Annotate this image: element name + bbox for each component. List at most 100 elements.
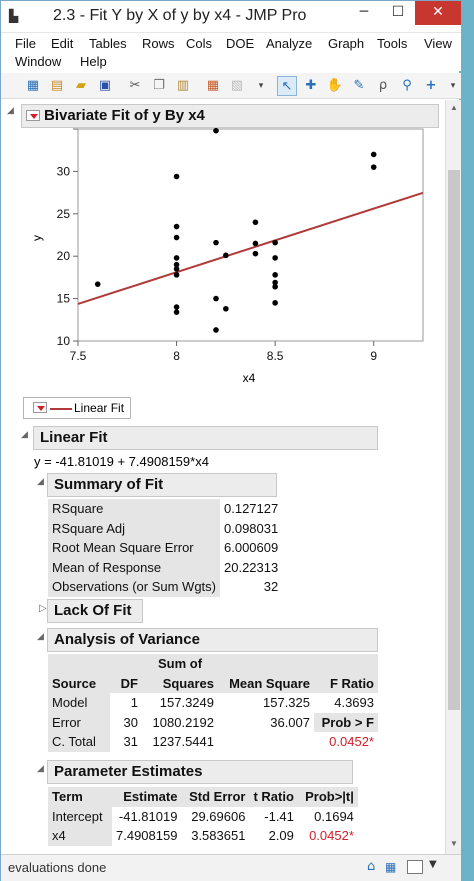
param-header-cell: Estimate xyxy=(112,787,182,807)
toolbar-overflow-icon[interactable]: ▾ xyxy=(258,81,264,91)
home-icon[interactable]: ⌂ xyxy=(367,859,376,874)
anova-header-cell: Squares xyxy=(142,673,218,693)
bivariate-header[interactable]: Bivariate Fit of y By x4 xyxy=(21,104,439,128)
param-header-cell: Std Error xyxy=(181,787,250,807)
linear-fit-header[interactable]: Linear Fit xyxy=(33,426,378,450)
lack-of-fit-header[interactable]: Lack Of Fit xyxy=(47,599,143,623)
anova-header-cell: Source xyxy=(48,673,110,693)
open-file-icon[interactable]: ▰ xyxy=(76,78,86,93)
x-tick-label: 8.5 xyxy=(267,349,284,363)
collapse-linear-fit-icon[interactable]: ◢ xyxy=(21,430,28,440)
magnifier-tool-icon[interactable]: ⚲ xyxy=(402,78,412,93)
anova-header-row: Sum of xyxy=(48,654,378,674)
tools-overflow-icon[interactable]: ▾ xyxy=(450,81,456,91)
anova-header-cell: F Ratio xyxy=(314,673,378,693)
param-title: Parameter Estimates xyxy=(54,763,203,780)
analysis-of-variance-header[interactable]: Analysis of Variance xyxy=(47,628,378,652)
expand-lack-of-fit-icon[interactable]: ▷ xyxy=(39,603,47,614)
summary-cell: RSquare Adj xyxy=(48,518,220,538)
menu-help[interactable]: Help xyxy=(80,54,107,69)
data-point xyxy=(94,281,101,287)
linear-fit-red-triangle-icon[interactable] xyxy=(33,402,47,413)
minimize-button[interactable]: ─ xyxy=(359,4,369,20)
menu-analyze[interactable]: Analyze xyxy=(266,36,313,51)
menu-edit[interactable]: Edit xyxy=(51,36,74,51)
grabber-tool-icon[interactable]: ✋ xyxy=(326,78,344,93)
data-point xyxy=(213,128,219,134)
jmp-window: ▙ 2.3 - Fit Y by X of y by x4 - JMP Pro … xyxy=(0,0,461,881)
collapse-parameter-estimates-icon[interactable]: ◢ xyxy=(37,764,44,774)
status-menu-icon[interactable]: ▼ xyxy=(429,859,437,870)
copy-icon[interactable]: ❐ xyxy=(153,78,165,93)
menu-window[interactable]: Window xyxy=(15,54,62,69)
fit-legend[interactable]: Linear Fit xyxy=(23,397,131,419)
bivariate-title: Bivariate Fit of y By x4 xyxy=(44,107,205,124)
summary-row: Observations (or Sum Wgts) 32 xyxy=(48,577,282,597)
menu-rows[interactable]: Rows xyxy=(142,36,175,51)
bivariate-red-triangle-icon[interactable] xyxy=(26,110,40,121)
menu-view[interactable]: View xyxy=(424,36,452,51)
param-cell: -41.81019 xyxy=(118,808,178,824)
parameter-estimates-header[interactable]: Parameter Estimates xyxy=(47,760,353,784)
crosshair-tool-icon[interactable]: ✚ xyxy=(305,78,317,93)
param-cell: 0.1694 xyxy=(314,808,354,824)
new-data-table-icon[interactable]: ▦ xyxy=(26,78,40,93)
data-point xyxy=(272,255,278,261)
report-content: ◢ Bivariate Fit of y By x4 10 15 20 25 30 7.… xyxy=(1,100,445,854)
anova-cell: 36.007 xyxy=(270,714,310,730)
maximize-button[interactable]: ☐ xyxy=(391,4,405,20)
scroll-down-icon[interactable]: ▼ xyxy=(450,839,458,848)
collapse-summary-icon[interactable]: ◢ xyxy=(37,477,44,487)
brush-tool-icon[interactable]: ✎ xyxy=(353,78,365,93)
title-bar[interactable]: ▙ 2.3 - Fit Y by X of y by x4 - JMP Pro … xyxy=(1,1,461,33)
data-table-icon[interactable]: ▦ xyxy=(206,78,220,93)
linear-fit-line xyxy=(77,191,424,305)
anova-title: Analysis of Variance xyxy=(54,631,200,648)
window-title: 2.3 - Fit Y by X of y by x4 - JMP Pro xyxy=(53,7,307,24)
anova-cell: 157.325 xyxy=(263,695,310,711)
vertical-scrollbar[interactable]: ▲ ▼ xyxy=(445,100,461,854)
save-icon[interactable]: ▣ xyxy=(98,78,112,93)
cut-icon[interactable]: ✂ xyxy=(129,78,141,93)
menu-graph[interactable]: Graph xyxy=(328,36,365,51)
anova-cell: 30 xyxy=(123,714,138,730)
arrow-tool-icon[interactable]: ↖ xyxy=(277,76,297,96)
annotate-tool-icon[interactable]: + xyxy=(425,78,437,93)
anova-cell: C. Total xyxy=(48,732,110,752)
data-point xyxy=(173,261,180,268)
report-icon[interactable]: ▧ xyxy=(230,78,244,93)
jmp-app-icon: ▙ xyxy=(9,9,19,23)
param-cell: x4 xyxy=(48,826,112,846)
collapse-anova-icon[interactable]: ◢ xyxy=(37,632,44,642)
y-tick-label: 25 xyxy=(57,207,71,221)
bivariate-scatter-plot[interactable]: 10 15 20 25 30 7.5 8 8.5 9 x4 y xyxy=(1,128,445,390)
summary-of-fit-header[interactable]: Summary of Fit xyxy=(47,473,277,497)
anova-cell xyxy=(218,732,314,752)
parameter-estimates-table: Term Estimate Std Error t Ratio Prob>|t| Inte… xyxy=(48,787,358,846)
anova-cell: Error xyxy=(48,712,110,732)
x-tick-label: 7.5 xyxy=(70,349,87,363)
collapse-bivariate-icon[interactable]: ◢ xyxy=(7,106,14,116)
y-axis-label: y xyxy=(30,235,44,241)
menu-doe[interactable]: DOE xyxy=(226,36,255,51)
data-point xyxy=(173,266,180,272)
menu-cols[interactable]: Cols xyxy=(186,36,213,51)
paste-icon[interactable]: ▥ xyxy=(176,78,190,93)
summary-row: RSquare Adj 0.098031 xyxy=(48,518,282,538)
menu-file[interactable]: File xyxy=(15,36,36,51)
menu-tools[interactable]: Tools xyxy=(377,36,408,51)
new-script-icon[interactable]: ▤ xyxy=(50,78,64,93)
lack-of-fit-title: Lack Of Fit xyxy=(54,602,132,619)
lasso-tool-icon[interactable]: ρ xyxy=(378,78,388,93)
menu-tables[interactable]: Tables xyxy=(89,36,127,51)
close-button[interactable]: ✕ xyxy=(415,1,461,25)
summary-cell: Mean of Response xyxy=(48,557,220,577)
anova-cell: Prob > F xyxy=(314,712,378,732)
scroll-up-icon[interactable]: ▲ xyxy=(450,103,458,112)
param-row: x4 7.4908159 3.583651 2.09 0.0452* xyxy=(48,826,358,846)
tile-windows-icon[interactable]: ▦ xyxy=(385,860,397,874)
data-point xyxy=(213,239,219,246)
data-point xyxy=(213,327,219,333)
scroll-thumb[interactable] xyxy=(448,170,460,710)
window-list-icon[interactable] xyxy=(407,860,423,874)
